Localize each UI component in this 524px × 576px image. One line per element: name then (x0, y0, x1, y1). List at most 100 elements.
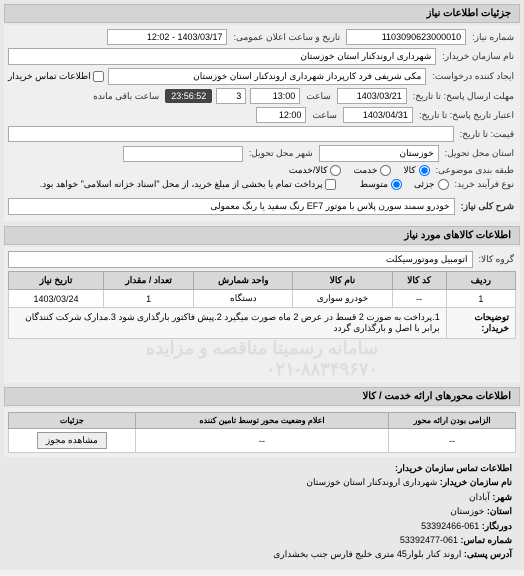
field-request-no: 1103090623000010 (346, 29, 466, 45)
label-validity-time: ساعت (310, 110, 339, 121)
col-name: نام کالا (293, 272, 392, 290)
col-status: اعلام وضعیت محور توسط تامین کننده (135, 413, 389, 429)
radio-goods-label: کالا (403, 165, 415, 176)
field-days: 3 (216, 88, 246, 104)
field-announce: 1403/03/17 - 12:02 (107, 29, 227, 45)
col-qty: تعداد / مقدار (103, 272, 193, 290)
table-row: 1 -- خودرو سواری دستگاه 1 1403/03/24 (9, 290, 516, 308)
label-delivery-city: شهر محل تحویل: (247, 148, 315, 159)
goods-table: ردیف کد کالا نام کالا واحد شمارش تعداد /… (8, 271, 516, 339)
label-remaining: ساعت باقی مانده (91, 91, 161, 102)
radio-goods-input[interactable] (419, 165, 430, 176)
label-requester: ایجاد کننده درخواست: (430, 71, 516, 82)
cell-name: خودرو سواری (293, 290, 392, 308)
cell-status: -- (135, 429, 389, 453)
field-buyer-name: شهرداری اروندکنار استان خوزستان (8, 48, 436, 65)
cell-row: 1 (446, 290, 515, 308)
label-validity: اعتبار تاریخ پاسخ: تا تاریخ: (417, 110, 516, 121)
view-permit-button[interactable]: مشاهده مجوز (37, 432, 107, 449)
field-deadline-time: 13:00 (250, 88, 300, 104)
goods-area: گروه کالا: اتومبیل وموتورسیکلت ردیف کد ک… (4, 247, 520, 383)
cell-qty: 1 (103, 290, 193, 308)
goods-header: اطلاعات کالاهای مورد نیاز (4, 226, 520, 245)
field-desc: خودرو سمند سورن پلاس با موتور EF7 رنگ سف… (8, 198, 455, 215)
axes-row: -- -- مشاهده مجوز (9, 429, 516, 453)
buyer-notes-text: 1.پرداخت به صورت 2 قسط در عرض 2 ماه صورت… (9, 308, 447, 339)
buyer-info-org-line: نام سازمان خریدار: شهرداری اروندکنار است… (12, 475, 512, 489)
buyer-info-state-label: استان: (487, 506, 512, 516)
checkbox-contact-info[interactable]: اطلاعات تماس خریدار (8, 71, 104, 82)
axes-table-header: الزامی بودن ارائه محور اعلام وضعیت محور … (9, 413, 516, 429)
radio-small[interactable]: جزئی (414, 179, 449, 190)
row-delivery: استان محل تحویل: خوزستان شهر محل تحویل: (8, 145, 516, 162)
buyer-info-city-line: شهر: آبادان (12, 490, 512, 504)
buyer-info-tel-label: شماره تماس: (461, 535, 512, 545)
buyer-info-address-label: آدرس پستی: (464, 549, 512, 559)
radio-small-input[interactable] (438, 179, 449, 190)
buyer-info-phone-line: دورنگار: 061-53392466 (12, 519, 512, 533)
row-purchase-type: نوع فرآیند خرید: جزئی متوسط پرداخت تمام … (8, 179, 516, 190)
row-requester: ایجاد کننده درخواست: مکی شریفی فرد کارپر… (8, 68, 516, 85)
radio-service-label: خدمت (353, 165, 377, 176)
label-classify: طبقه بندی موضوعی: (434, 165, 516, 176)
label-desc: شرح کلی نیاز: (459, 201, 516, 212)
row-classify: طبقه بندی موضوعی: کالا خدمت کالا/خدمت (8, 165, 516, 176)
watermark-area: سامانه رسمیتا مناقصه و مزایده ۰۲۱-۸۸۳۴۹۶… (8, 339, 516, 379)
checkbox-payment-input[interactable] (325, 179, 336, 190)
checkbox-contact-label: اطلاعات تماس خریدار (8, 71, 91, 82)
watermark-line2: ۰۲۱-۸۸۳۴۹۶۷۰ (146, 359, 378, 380)
checkbox-payment-note[interactable]: پرداخت تمام یا بخشی از مبلغ خرید، از محل… (40, 179, 336, 190)
row-buyer-name: نام سازمان خریدار: شهرداری اروندکنار است… (8, 48, 516, 65)
axes-header: اطلاعات محورهای ارائه خدمت / کالا (4, 387, 520, 406)
col-date: تاریخ نیاز (9, 272, 104, 290)
goods-table-header: ردیف کد کالا نام کالا واحد شمارش تعداد /… (9, 272, 516, 290)
buyer-info-org: شهرداری اروندکنار استان خوزستان (306, 477, 437, 487)
label-purchase-type: نوع فرآیند خرید: (453, 179, 517, 190)
label-delivery-state: استان محل تحویل: (443, 148, 516, 159)
buyer-notes-row: توضیحات خریدار: 1.پرداخت به صورت 2 قسط د… (9, 308, 516, 339)
col-code: کد کالا (392, 272, 446, 290)
buyer-info-state-line: استان: خوزستان (12, 504, 512, 518)
col-unit: واحد شمارش (194, 272, 293, 290)
radio-service-input[interactable] (380, 165, 391, 176)
countdown-timer: 23:56:52 (165, 89, 212, 103)
buyer-info-phone: 061-53392466 (421, 521, 479, 531)
buyer-info-header: اطلاعات تماس سازمان خریدار: (12, 461, 512, 475)
buyer-info-block: اطلاعات تماس سازمان خریدار: نام سازمان خ… (4, 457, 520, 566)
col-mandatory: الزامی بودن ارائه محور (389, 413, 516, 429)
radio-small-label: جزئی (414, 179, 435, 190)
label-buyer-name: نام سازمان خریدار: (440, 51, 516, 62)
axes-table: الزامی بودن ارائه محور اعلام وضعیت محور … (8, 412, 516, 453)
field-deadline-date: 1403/03/21 (337, 88, 407, 104)
radio-medium-input[interactable] (391, 179, 402, 190)
field-validity-time: 12:00 (256, 107, 306, 123)
row-deadline: مهلت ارسال پاسخ: تا تاریخ: 1403/03/21 سا… (8, 88, 516, 104)
main-container: جزئیات اطلاعات نیاز شماره نیاز: 11030906… (0, 0, 524, 570)
field-goods-group: اتومبیل وموتورسیکلت (8, 251, 473, 268)
radio-medium-label: متوسط (360, 179, 388, 190)
payment-note-text: پرداخت تمام یا بخشی از مبلغ خرید، از محل… (40, 179, 323, 190)
buyer-info-address: اروند کنار بلوار45 متری خلیج فارس جنب بخ… (273, 549, 461, 559)
field-delivery-city (123, 146, 243, 162)
checkbox-contact-input[interactable] (93, 71, 104, 82)
radio-service[interactable]: خدمت (353, 165, 391, 176)
axes-area: الزامی بودن ارائه محور اعلام وضعیت محور … (4, 408, 520, 457)
buyer-info-address-line: آدرس پستی: اروند کنار بلوار45 متری خلیج … (12, 547, 512, 561)
watermark-line1: سامانه رسمیتا مناقصه و مزایده (146, 338, 378, 359)
buyer-info-phone-label: دورنگار: (482, 521, 512, 531)
cell-code: -- (392, 290, 446, 308)
buyer-notes-label: توضیحات خریدار: (446, 308, 515, 339)
buyer-info-city-label: شهر: (492, 492, 512, 502)
buyer-info-tel-line: شماره تماس: 061-53392477 (12, 533, 512, 547)
field-price-subject (8, 126, 454, 142)
label-request-no: شماره نیاز: (470, 32, 516, 43)
radio-goods[interactable]: کالا (403, 165, 429, 176)
radio-goods-service-label: کالا/خدمت (289, 165, 328, 176)
row-validity: اعتبار تاریخ پاسخ: تا تاریخ: 1403/04/31 … (8, 107, 516, 123)
label-goods-group: گروه کالا: (477, 254, 516, 265)
radio-goods-service[interactable]: کالا/خدمت (289, 165, 342, 176)
radio-medium[interactable]: متوسط (360, 179, 402, 190)
radio-goods-service-input[interactable] (330, 165, 341, 176)
buyer-info-tel: 061-53392477 (400, 535, 458, 545)
buyer-info-org-label: نام سازمان خریدار: (440, 477, 512, 487)
